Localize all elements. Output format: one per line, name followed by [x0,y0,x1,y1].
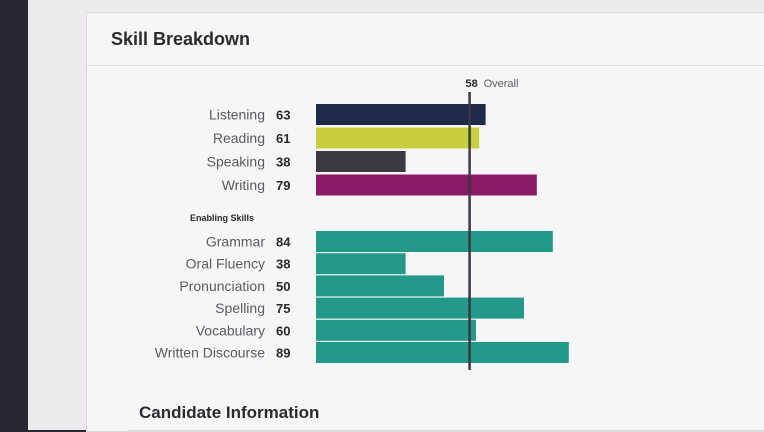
skill-label-written-discourse: Written Discourse [155,345,265,361]
skill-score-reading: 61 [276,131,290,146]
skill-score-listening: 63 [276,108,290,123]
candidate-information-heading: Candidate Information [139,403,320,422]
skill-bar-oral-fluency [316,253,406,275]
skill-bar-grammar [316,231,553,252]
skill-score-oral-fluency: 38 [276,257,290,272]
skill-label-listening: Listening [209,107,265,123]
skill-label-writing: Writing [222,177,265,193]
skill-label-vocabulary: Vocabulary [196,322,265,338]
group-label-enabling-skills: Enabling Skills [190,213,254,223]
overall-label: Overall [484,78,519,90]
skill-bar-reading [316,127,480,149]
skill-score-written-discourse: 89 [276,346,290,361]
skill-score-speaking: 38 [276,155,290,170]
section-divider [127,430,764,431]
skill-score-spelling: 75 [276,301,290,316]
skill-bar-listening [316,104,486,125]
monitor-screen: Skill Breakdown Candidate Information [28,0,764,432]
skill-label-spelling: Spelling [215,300,265,316]
skill-label-oral-fluency: Oral Fluency [186,256,265,272]
skill-bar-pronunciation [316,275,444,297]
skill-score-grammar: 84 [276,235,291,250]
skill-bar-vocabulary [316,319,476,341]
skill-bar-written-discourse [316,342,569,363]
skill-label-pronunciation: Pronunciation [179,278,265,294]
skill-bar-spelling [316,297,524,319]
card-title: Skill Breakdown [111,29,251,49]
skill-label-grammar: Grammar [206,234,265,250]
overall-score: 58 [465,78,477,90]
card-header: Skill Breakdown [87,13,764,66]
skill-label-speaking: Speaking [207,154,265,170]
skill-score-writing: 79 [276,178,290,193]
skill-label-reading: Reading [213,130,265,146]
skill-bar-writing [316,174,537,196]
skill-score-vocabulary: 60 [276,323,290,338]
skill-bar-speaking [316,151,406,172]
skill-score-pronunciation: 50 [276,279,290,294]
